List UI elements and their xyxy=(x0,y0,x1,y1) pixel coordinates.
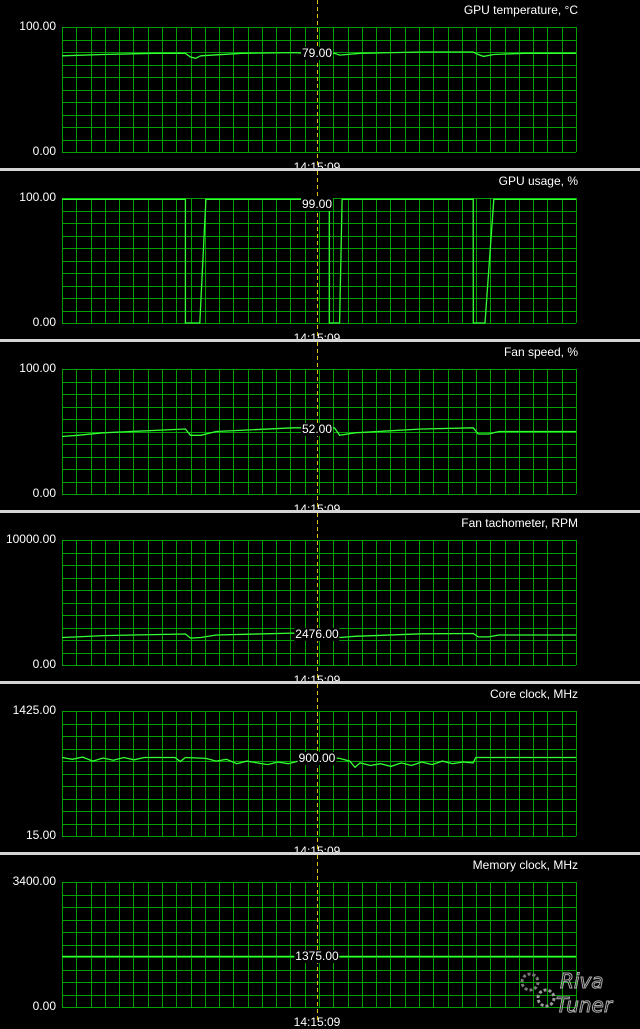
graph-title: Fan speed, % xyxy=(503,345,578,359)
gear-icon xyxy=(520,972,540,992)
graph-panel[interactable]: GPU temperature, °C 100.00 0.00 79.00 14:15:… xyxy=(0,0,640,174)
y-max-label: 1425.00 xyxy=(12,703,56,717)
y-max-label: 100.00 xyxy=(19,361,56,375)
graph-panel[interactable]: Memory clock, MHz 3400.00 0.00 1375.00 14:15… xyxy=(0,855,640,1029)
y-min-label: 15.00 xyxy=(25,828,56,842)
graph-plot xyxy=(62,171,577,339)
grid xyxy=(62,27,577,153)
y-min-label: 0.00 xyxy=(32,144,56,158)
gear-icon xyxy=(536,988,556,1008)
graph-plot xyxy=(61,684,577,852)
logo-text-tuner: Tuner xyxy=(556,993,614,1016)
logo-text-riva: Riva xyxy=(560,969,604,993)
graph-title: GPU temperature, °C xyxy=(463,3,578,17)
panel-separator[interactable] xyxy=(0,681,640,684)
grid xyxy=(62,882,577,1008)
grid xyxy=(62,198,577,324)
y-min-label: 0.00 xyxy=(32,486,56,500)
y-max-label: 100.00 xyxy=(19,19,56,33)
graph-panel[interactable]: Fan speed, % 100.00 0.00 52.00 14:15:09 xyxy=(0,342,640,516)
y-min-label: 0.00 xyxy=(32,999,56,1013)
y-max-label: 100.00 xyxy=(19,190,56,204)
graph-panel[interactable]: Fan tachometer, RPM 10000.00 0.00 2476.00 14… xyxy=(0,513,640,687)
y-min-label: 0.00 xyxy=(32,657,56,671)
panel-separator[interactable] xyxy=(0,510,640,513)
y-max-label: 10000.00 xyxy=(5,532,56,546)
panel-separator[interactable] xyxy=(0,339,640,342)
graph-title: Core clock, MHz xyxy=(489,687,578,701)
graph-plot xyxy=(62,855,577,1023)
series-line xyxy=(61,427,576,438)
graph-title: Memory clock, MHz xyxy=(472,858,578,872)
series-line xyxy=(61,756,576,769)
graph-plot xyxy=(61,342,577,510)
panel-separator[interactable] xyxy=(0,168,640,171)
current-value-label: 79.00 xyxy=(300,46,334,61)
series-line xyxy=(62,198,576,324)
current-value-label: 52.00 xyxy=(300,422,334,436)
graph-plot xyxy=(61,0,577,168)
grid xyxy=(62,369,577,495)
graph-title: GPU usage, % xyxy=(498,174,578,188)
current-value-label: 99.00 xyxy=(300,197,334,211)
panel-separator[interactable] xyxy=(0,852,640,855)
grid xyxy=(62,540,577,666)
graph-plot xyxy=(61,513,577,681)
graph-panel[interactable]: Core clock, MHz 1425.00 15.00 900.00 14:15:0… xyxy=(0,684,640,858)
graph-panel[interactable]: GPU usage, % 100.00 0.00 99.00 14:15:09 xyxy=(0,171,640,345)
cursor-time-label: 14:15:09 xyxy=(293,1015,341,1029)
graph-title: Fan tachometer, RPM xyxy=(461,516,578,530)
current-value-label: 2476.00 xyxy=(294,627,340,642)
grid xyxy=(62,711,577,837)
y-min-label: 0.00 xyxy=(32,315,56,329)
current-value-label: 1375.00 xyxy=(294,949,340,964)
y-max-label: 3400.00 xyxy=(12,874,56,888)
current-value-label: 900.00 xyxy=(297,750,337,765)
